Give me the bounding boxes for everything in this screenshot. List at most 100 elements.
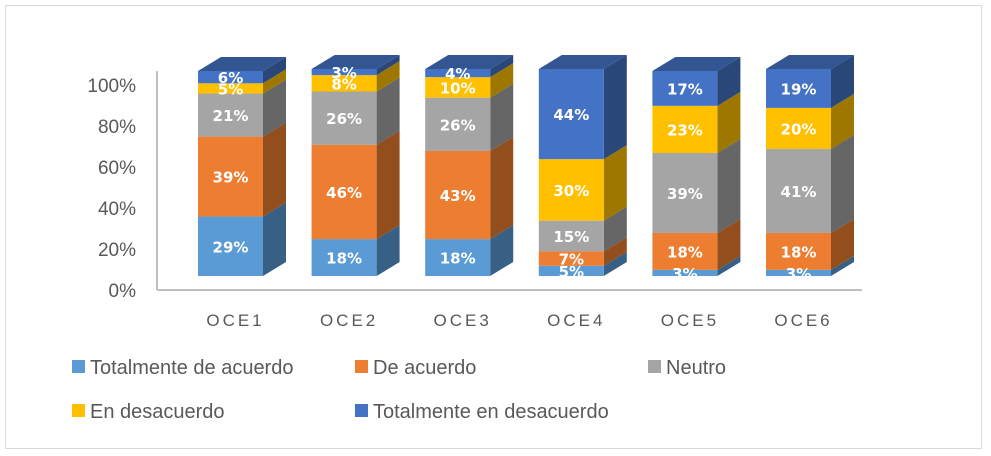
x-tick-label: OCE3 [434,311,492,330]
data-label: 20% [781,120,817,138]
y-axis-ticks: 0% 20% 40% 60% 80% 100% [87,76,136,302]
bar-side-segment [831,255,854,276]
bar-side-segment [831,218,854,270]
bar-side-segment [831,54,854,108]
bar-top-face [766,54,854,69]
legend-swatch [72,404,85,417]
y-tick-label: 80% [98,117,136,138]
data-label: 15% [553,228,589,246]
bar-side-segment [376,130,400,240]
bar-segment [766,148,831,233]
data-label: 18% [440,250,476,268]
x-tick-label: OCE4 [547,311,605,330]
bar-side-segment [831,134,854,233]
data-label: 39% [213,169,249,187]
bar-side-segment [717,57,741,106]
y-tick-label: 20% [98,240,136,261]
bar-stack-oce1 [198,57,286,276]
data-label: 44% [553,106,589,124]
legend-swatch [648,360,661,373]
legend-item: Totalmente de acuerdo [72,357,293,379]
bar-stack-oce4 [538,54,627,276]
bar-segment [311,239,377,276]
bar-segment [311,91,377,145]
bar-side-segment [603,145,627,221]
bar-side-segment [263,122,286,217]
bar-segment [538,220,604,252]
bar-side-segment [717,255,741,276]
data-label: 18% [326,250,362,268]
bar-segment [652,105,718,153]
y-tick-label: 60% [98,158,136,179]
bar-side-segment [717,218,741,270]
bar-side-segment [603,251,627,276]
bar-side-segment [490,54,514,78]
x-tick-label: OCE2 [320,311,378,330]
legend-swatch [72,360,85,373]
y-tick-label: 100% [87,76,136,97]
bar-segment [538,159,604,221]
bar-stack-oce3 [425,54,514,276]
data-label: 30% [553,182,589,200]
bar-segment [198,93,263,137]
data-label: 4% [445,65,470,83]
data-label: 6% [218,69,243,87]
bar-side-segment [717,139,741,233]
x-tick-label: OCE1 [206,311,264,330]
bar-side-segment [376,77,400,145]
x-tick-label: OCE5 [661,311,719,330]
bar-side-segment [263,57,286,84]
bar-side-segment [376,225,400,276]
data-label: 29% [213,238,249,256]
bar-segment [766,68,831,108]
data-label: 3% [786,265,811,283]
bar-side-segment [603,237,627,266]
legend-swatch [355,360,368,373]
data-label: 26% [440,116,476,134]
bar-side-segment [263,202,286,276]
data-label: 3% [672,265,697,283]
legend-swatch [355,404,368,417]
x-tick-label: OCE6 [774,311,832,330]
bar-top-face [311,54,400,69]
legend-label: De acuerdo [373,357,476,379]
data-label: 26% [326,110,362,128]
bar-segment [311,68,377,76]
bar-segment [425,68,491,78]
data-label: 23% [667,121,703,139]
data-label: 7% [559,251,584,269]
bar-segment [425,150,491,240]
bar-side-segment [717,91,741,153]
bar-top-face [425,54,514,69]
bar-side-segment [376,61,400,92]
data-label: 8% [331,75,356,93]
bar-segment [538,265,604,276]
bar-stack-oce2 [311,54,400,276]
bar-segment [652,232,718,270]
legend-item: Neutro [648,357,726,379]
bar-segment [538,251,604,266]
data-label: 19% [781,80,817,98]
legend-item: En desacuerdo [72,401,225,423]
y-tick-label: 40% [98,199,136,220]
bar-stack-oce6 [766,54,854,276]
bar-side-segment [490,225,514,276]
legend-item: De acuerdo [355,357,476,379]
data-label: 18% [667,243,703,261]
bar-segment [766,269,831,276]
bar-segment [652,71,718,106]
data-label: 39% [667,185,703,203]
bar-side-segment [490,136,514,240]
bar-segment [311,75,377,92]
bar-segment [311,144,377,240]
legend-label: Neutro [666,357,726,379]
bar-top-face [652,57,741,71]
x-axis-categories: OCE1 OCE2 OCE3 OCE4 OCE5 OCE6 [206,311,832,330]
bar-side-segment [490,63,514,98]
y-tick-label: 0% [109,281,137,302]
data-label: 3% [331,64,356,82]
bar-side-segment [831,93,854,149]
bar-top-face [538,54,627,69]
bar-side-segment [603,206,627,252]
